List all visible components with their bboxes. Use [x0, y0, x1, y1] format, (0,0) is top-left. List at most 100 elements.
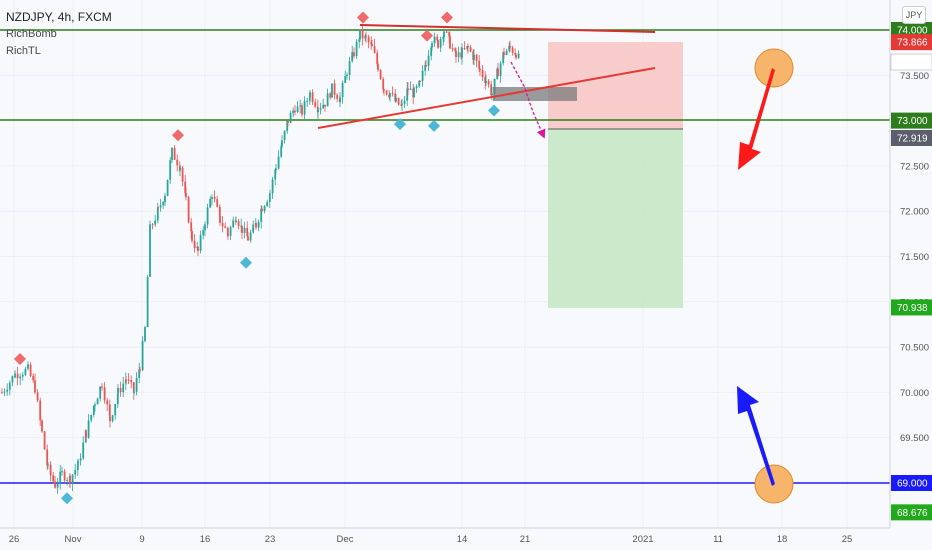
candle-body — [443, 31, 445, 38]
candle-body — [319, 108, 322, 110]
candle-body — [449, 36, 451, 49]
candle-body — [461, 47, 463, 58]
candle-body — [138, 369, 141, 378]
candle-body — [487, 80, 490, 85]
candle-body — [14, 373, 16, 378]
candle-body — [306, 100, 309, 102]
candle-body — [82, 442, 85, 459]
candle-body — [344, 75, 347, 83]
candle-body — [206, 207, 209, 225]
y-tick-label: 69.500 — [900, 433, 929, 444]
candle-body — [69, 475, 71, 484]
candle-body — [6, 389, 9, 392]
y-tick-label: 71.500 — [900, 252, 929, 263]
candle-body — [260, 208, 263, 222]
candle-body — [54, 481, 56, 488]
x-tick-label: 9 — [139, 534, 144, 545]
candle-body — [52, 475, 55, 482]
take-profit-zone[interactable] — [548, 129, 683, 308]
currency-badge[interactable]: JPY — [902, 6, 926, 24]
price-tag-label: 70.938 — [897, 303, 928, 314]
candle-body — [436, 36, 439, 41]
candle-body — [421, 70, 424, 82]
candle-body — [466, 45, 469, 49]
candle-body — [92, 405, 95, 415]
candle-body — [46, 449, 49, 466]
candle-body — [469, 47, 472, 52]
candle-body — [497, 68, 499, 77]
consolidation-box[interactable] — [493, 87, 577, 101]
stop-loss-zone[interactable] — [548, 42, 683, 129]
candle-body — [314, 102, 317, 107]
candle-body — [49, 464, 52, 476]
candle-body — [224, 226, 227, 228]
indicator-richtl[interactable]: RichTL — [6, 45, 41, 57]
candle-body — [502, 52, 505, 64]
candle-body — [221, 223, 224, 227]
price-tag-label: 74.000 — [897, 26, 928, 37]
candle-body — [348, 61, 351, 75]
price-tag — [891, 475, 932, 491]
y-tick-label: 73.500 — [900, 71, 929, 82]
candle-body — [346, 74, 348, 76]
indicator-richbomb[interactable]: RichBomb — [6, 28, 57, 40]
candle-body — [275, 168, 277, 170]
candle-body — [159, 205, 162, 208]
candle-body — [187, 197, 190, 223]
candle-body — [3, 391, 6, 393]
candle-body — [395, 98, 397, 102]
symbol-title[interactable]: NZDJPY, 4h, FXCM — [6, 10, 112, 24]
candle-body — [257, 221, 260, 228]
price-tag — [891, 112, 932, 129]
candle-body — [329, 93, 332, 98]
candle-body — [185, 193, 187, 198]
candle-body — [355, 41, 358, 57]
price-tag — [891, 34, 932, 51]
candle-body — [235, 221, 237, 223]
candle-body — [324, 104, 326, 107]
candle-body — [448, 31, 451, 37]
x-tick-label: 23 — [265, 534, 276, 545]
candle-body — [479, 68, 481, 71]
candle-body — [94, 404, 96, 406]
candle-body — [294, 110, 296, 113]
candle-body — [339, 97, 341, 103]
candle-body — [21, 374, 24, 377]
candle-body — [326, 93, 329, 107]
candle-body — [299, 105, 302, 107]
time-axis[interactable]: 26 Nov 9 16 23 Dec 14 21 2021 11 18 25 — [9, 534, 853, 545]
candle-body — [96, 398, 99, 405]
candle-body — [445, 31, 448, 33]
candle-body — [169, 160, 172, 180]
candle-body — [184, 181, 187, 194]
candle-body — [209, 198, 212, 208]
candle-body — [376, 52, 379, 65]
top-trendline[interactable] — [359, 24, 656, 33]
candle-body — [19, 376, 22, 379]
candle-body — [85, 430, 87, 438]
candle-body — [391, 93, 394, 95]
candle-body — [424, 65, 427, 71]
candle-body — [403, 100, 406, 104]
candle-body — [454, 48, 457, 51]
candle-body — [117, 387, 119, 394]
candle-body — [367, 36, 370, 43]
price-tag-label: 73.866 — [897, 38, 928, 49]
candle-body — [401, 103, 403, 105]
rising-trendline[interactable] — [317, 67, 656, 129]
candle-body — [218, 206, 221, 216]
x-tick-label: 25 — [842, 534, 853, 545]
x-tick-label: 26 — [9, 534, 20, 545]
candle-body — [43, 431, 46, 450]
candle-body — [490, 84, 493, 96]
candle-body — [418, 81, 421, 87]
x-tick-label: Dec — [337, 534, 354, 545]
candle-body — [433, 36, 436, 44]
candle-body — [213, 196, 216, 200]
candle-body — [503, 52, 505, 55]
candle-body — [406, 88, 409, 101]
candle-body — [111, 415, 114, 422]
